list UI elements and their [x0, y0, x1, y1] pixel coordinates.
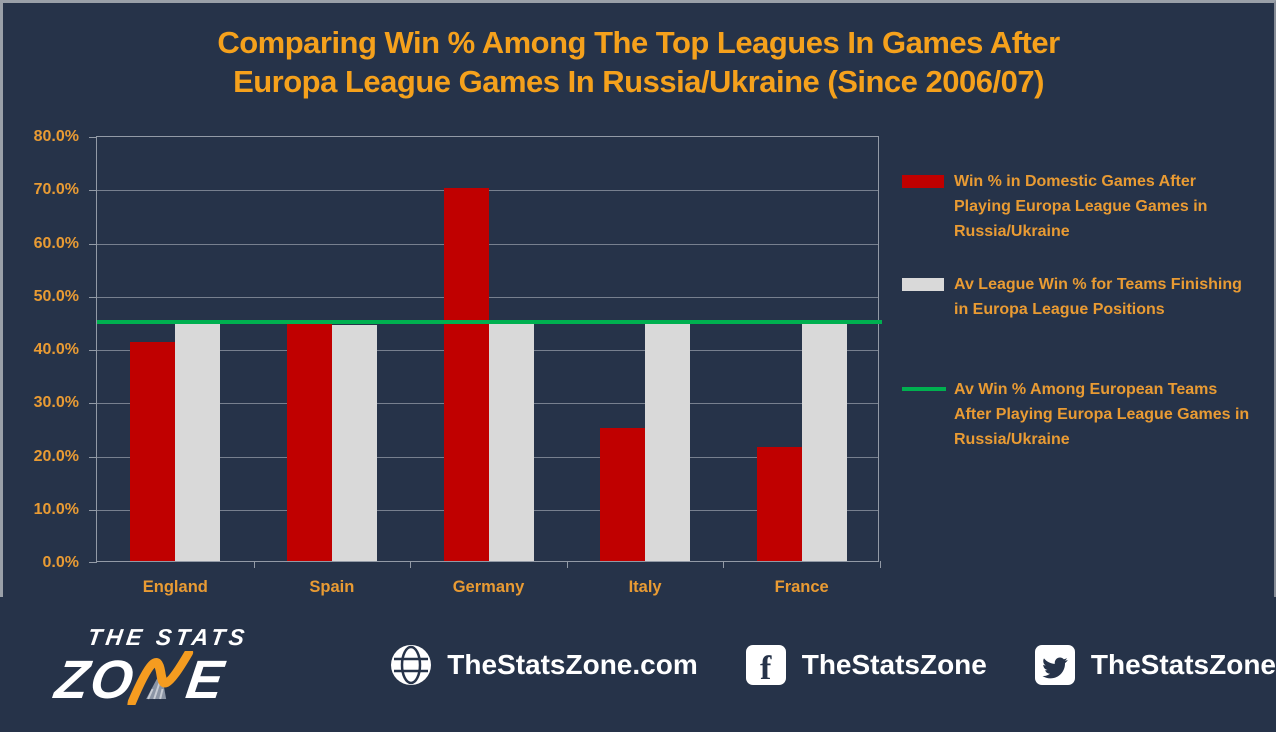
- y-axis-tick: [89, 350, 97, 351]
- x-axis-tick: [880, 561, 881, 568]
- social-link-twitter[interactable]: TheStatsZone: [1034, 644, 1276, 685]
- y-axis-tick: [89, 509, 97, 511]
- logo-text-zo: ZO: [51, 650, 140, 710]
- legend-label: Win % in Domestic Games After Playing Eu…: [954, 173, 1208, 240]
- chart-title-line2: Europa League Games In Russia/Ukraine (S…: [233, 64, 1044, 99]
- bar-domestic-win: [130, 341, 176, 561]
- x-axis-tick: [566, 561, 568, 568]
- y-axis-tick: [89, 243, 97, 245]
- x-axis-label: Germany: [452, 578, 525, 596]
- legend-label: Av League Win % for Teams Finishing in E…: [954, 276, 1242, 318]
- y-axis-label: 0.0%: [42, 554, 79, 571]
- x-axis-tick: [723, 561, 725, 568]
- bar-av-league-win: [488, 321, 534, 561]
- footer-bar: THE STATS ZO E TheStatsZone.com f TheStats…: [0, 597, 1276, 732]
- x-axis-label: England: [142, 578, 208, 596]
- chart-title: Comparing Win % Among The Top Leagues In…: [3, 23, 1274, 101]
- y-axis-label: 30.0%: [33, 394, 79, 412]
- legend-item: Av Win % Among European Teams After Play…: [902, 377, 1262, 452]
- logo-text-bottom: ZO E: [51, 650, 307, 710]
- legend-item: Win % in Domestic Games After Playing Eu…: [902, 169, 1262, 244]
- chart-legend: Win % in Domestic Games After Playing Eu…: [902, 169, 1262, 452]
- legend-label: Av Win % Among European Teams After Play…: [954, 381, 1250, 448]
- x-axis-label: Italy: [628, 578, 662, 596]
- facebook-icon: f: [745, 644, 786, 687]
- reference-line-av-win: [97, 320, 882, 325]
- legend-swatch: [902, 278, 944, 291]
- y-axis-tick: [89, 562, 97, 563]
- y-axis-tick: [89, 456, 97, 458]
- logo-text-top: THE STATS: [86, 624, 251, 650]
- chart-title-line1: Comparing Win % Among The Top Leagues In…: [217, 25, 1060, 60]
- y-axis-tick: [89, 137, 97, 138]
- globe-icon: [391, 644, 432, 685]
- bar-domestic-win: [600, 427, 646, 561]
- bar-av-league-win: [331, 325, 377, 561]
- legend-swatch: [902, 175, 944, 188]
- plot-area: 0.0% 10.0% 20.0% 30.0% 40.0% 50.0% 60.0% 70.0% 8…: [34, 128, 882, 596]
- x-axis-label: Spain: [309, 578, 355, 596]
- social-link-facebook[interactable]: f TheStatsZone: [745, 644, 987, 687]
- x-axis-tick: [253, 561, 255, 568]
- bar-av-league-win: [645, 321, 691, 561]
- x-axis-tick: [410, 561, 412, 568]
- social-links: TheStatsZone.com f TheStatsZone TheStatsZon…: [391, 644, 1276, 687]
- y-axis-label: 80.0%: [33, 128, 79, 145]
- y-axis-tick: [89, 296, 97, 298]
- y-axis-label: 40.0%: [33, 341, 79, 358]
- bar-domestic-win: [286, 322, 332, 561]
- bar-av-league-win: [175, 322, 221, 561]
- y-axis-label: 60.0%: [33, 234, 79, 252]
- chart-panel: Comparing Win % Among The Top Leagues In…: [0, 0, 1276, 597]
- y-axis-tick: [89, 190, 97, 192]
- bar-domestic-win: [756, 446, 802, 561]
- social-link-label: TheStatsZone.com: [447, 648, 698, 680]
- social-link-label: TheStatsZone: [801, 648, 987, 680]
- y-axis-label: 20.0%: [33, 447, 79, 465]
- y-axis-tick: [89, 403, 97, 405]
- x-axis-label: France: [774, 578, 829, 596]
- twitter-icon: [1034, 644, 1075, 685]
- y-axis-label: 50.0%: [33, 287, 79, 305]
- logo-text-e: E: [182, 650, 230, 710]
- stats-zone-logo: THE STATS ZO E: [51, 624, 311, 710]
- y-axis-label: 70.0%: [33, 181, 79, 199]
- y-axis-label: 10.0%: [33, 500, 79, 518]
- legend-item: Av League Win % for Teams Finishing in E…: [902, 272, 1262, 322]
- logo-swoosh-icon: [127, 651, 194, 705]
- social-link-label: TheStatsZone: [1090, 648, 1276, 680]
- social-link-website[interactable]: TheStatsZone.com: [391, 644, 698, 685]
- legend-swatch: [902, 387, 946, 391]
- bar-domestic-win: [443, 188, 489, 561]
- bar-av-league-win: [801, 321, 847, 561]
